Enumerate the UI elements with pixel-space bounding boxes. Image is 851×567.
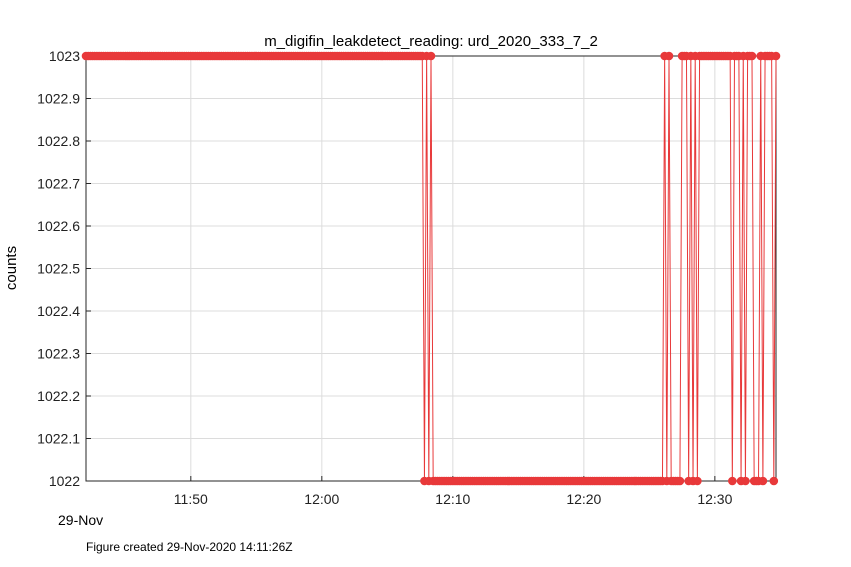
y-tick-label: 1022.3 [37, 346, 80, 362]
data-point [758, 476, 768, 486]
data-point [664, 51, 674, 61]
y-tick-label: 1022.1 [37, 431, 80, 447]
y-tick-label: 1022.9 [37, 91, 80, 107]
y-axis: 1022 1022.1 1022.2 1022.3 1022.4 1022.5 1022.6… [37, 48, 91, 489]
y-tick-label: 1022.7 [37, 176, 80, 192]
y-tick-label: 1022.4 [37, 303, 80, 319]
x-tick-label: 11:50 [174, 491, 208, 507]
series-markers [81, 51, 781, 486]
x-tick-label: 12:00 [304, 491, 339, 507]
data-point [741, 476, 750, 486]
x-axis: 11:50 12:00 12:10 12:20 12:30 [174, 476, 733, 507]
y-tick-label: 1022.6 [37, 218, 80, 234]
y-tick-label: 1022.8 [37, 133, 80, 149]
data-point [693, 476, 702, 486]
y-tick-label: 1022.2 [37, 388, 80, 404]
x-tick-label: 12:20 [566, 491, 601, 507]
data-point [728, 476, 737, 486]
x-tick-label: 12:30 [697, 491, 732, 507]
x-tick-label: 12:10 [435, 491, 470, 507]
chart-title: m_digifin_leakdetect_reading: urd_2020_3… [264, 33, 598, 50]
y-tick-label: 1023 [49, 48, 80, 64]
data-point [747, 51, 757, 61]
data-point [771, 51, 781, 61]
data-point [769, 476, 779, 486]
data-point [675, 476, 685, 486]
figure-footnote: Figure created 29-Nov-2020 14:11:26Z [86, 540, 293, 554]
y-tick-label: 1022.5 [37, 261, 80, 277]
date-label: 29-Nov [58, 512, 104, 528]
y-axis-label: counts [3, 246, 20, 290]
data-point [426, 51, 436, 61]
y-tick-label: 1022 [49, 473, 80, 489]
